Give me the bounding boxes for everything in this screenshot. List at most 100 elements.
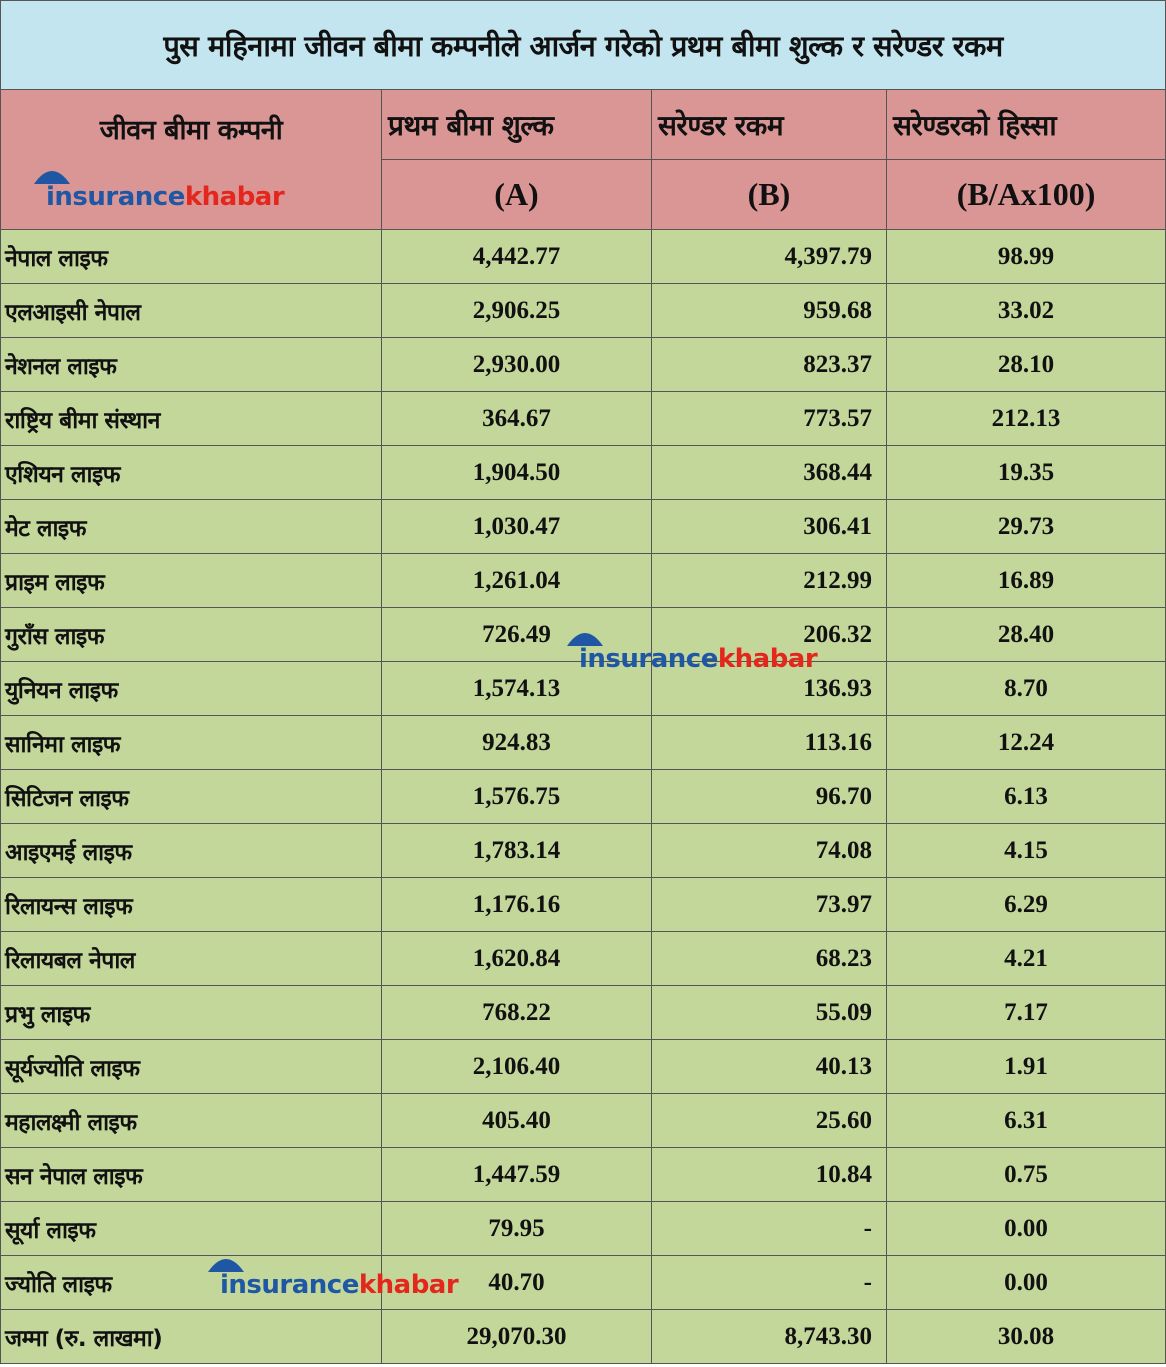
table-row: ज्योति लाइफ 40.70-0.00 <box>0 1255 1166 1310</box>
premium-cell: 768.22 <box>381 985 652 1040</box>
share-cell: 33.02 <box>885 283 1166 338</box>
table-row: प्रभु लाइफ 768.22 55.09 7.17 <box>0 985 1166 1040</box>
umbrella-icon <box>208 1259 244 1272</box>
surrender-cell: 212.99 <box>651 553 887 608</box>
table-row: रिलायन्स लाइफ 1,176.16 73.97 6.29 <box>0 877 1166 932</box>
table-row: युनियन लाइफ 1,574.13 136.93 8.70 <box>0 661 1166 716</box>
premium-cell: 1,261.04 <box>381 553 652 608</box>
surrender-cell: 73.97 <box>651 877 887 932</box>
share-cell: 19.35 <box>885 445 1166 500</box>
table-row: नेपाल लाइफ 4,442.77 4,397.79 98.99 <box>0 229 1166 284</box>
share-cell: 4.15 <box>885 823 1166 878</box>
header-share-sub: (B/Ax100) <box>885 159 1166 230</box>
company-cell: सूर्यज्योति लाइफ <box>0 1039 382 1094</box>
table-row: नेशनल लाइफ 2,930.00 823.37 28.10 <box>0 337 1166 392</box>
company-cell: युनियन लाइफ <box>0 661 382 716</box>
table-row: महालक्ष्मी लाइफ 405.40 25.60 6.31 <box>0 1093 1166 1148</box>
surrender-cell: 40.13 <box>651 1039 887 1094</box>
company-cell: मेट लाइफ <box>0 499 382 554</box>
header-premium: प्रथम बीमा शुल्क <box>381 89 652 160</box>
surrender-cell: 959.68 <box>651 283 887 338</box>
company-cell: राष्ट्रिय बीमा संस्थान <box>0 391 382 446</box>
umbrella-icon <box>34 171 70 184</box>
header-share: सरेण्डरको हिस्सा <box>885 89 1166 160</box>
logo-header: insurancekhabar <box>32 164 285 214</box>
logo-word-insurance: insurance <box>220 1270 359 1300</box>
company-cell: जम्मा (रु. लाखमा) <box>0 1309 382 1364</box>
logo-watermark-center: insurancekhabar <box>565 626 818 676</box>
premium-cell: 1,176.16 <box>381 877 652 932</box>
surrender-cell: 773.57 <box>651 391 887 446</box>
table-row: मेट लाइफ 1,030.47 306.41 29.73 <box>0 499 1166 554</box>
premium-cell: 2,930.00 <box>381 337 652 392</box>
table-row: एशियन लाइफ 1,904.50 368.44 19.35 <box>0 445 1166 500</box>
share-cell: 28.10 <box>885 337 1166 392</box>
share-cell: 16.89 <box>885 553 1166 608</box>
surrender-cell: 96.70 <box>651 769 887 824</box>
share-cell: 1.91 <box>885 1039 1166 1094</box>
table-row: सानिमा लाइफ 924.83 113.16 12.24 <box>0 715 1166 770</box>
company-cell: महालक्ष्मी लाइफ <box>0 1093 382 1148</box>
header-surrender-sub: (B) <box>651 159 887 230</box>
surrender-cell: 55.09 <box>651 985 887 1040</box>
header-company-label: जीवन बीमा कम्पनी <box>99 115 283 146</box>
surrender-cell: 206.32 <box>651 607 887 662</box>
company-cell: एलआइसी नेपाल <box>0 283 382 338</box>
company-cell: ज्योति लाइफ <box>0 1255 382 1310</box>
company-cell: नेपाल लाइफ <box>0 229 382 284</box>
surrender-cell: 68.23 <box>651 931 887 986</box>
company-cell: प्राइम लाइफ <box>0 553 382 608</box>
premium-cell: 364.67 <box>381 391 652 446</box>
premium-cell: 2,906.25 <box>381 283 652 338</box>
share-cell: 6.31 <box>885 1093 1166 1148</box>
header-company: जीवन बीमा कम्पनी <box>0 89 382 230</box>
surrender-cell: 74.08 <box>651 823 887 878</box>
umbrella-icon <box>567 633 603 646</box>
table-row: प्राइम लाइफ 1,261.04 212.99 16.89 <box>0 553 1166 608</box>
share-cell: 12.24 <box>885 715 1166 770</box>
premium-cell: 405.40 <box>381 1093 652 1148</box>
company-cell: सिटिजन लाइफ <box>0 769 382 824</box>
logo-word-khabar: khabar <box>358 1270 459 1300</box>
company-cell: गुराँस लाइफ <box>0 607 382 662</box>
premium-cell: 1,904.50 <box>381 445 652 500</box>
premium-cell: 40.70 <box>381 1255 652 1310</box>
table-row: रिलायबल नेपाल 1,620.84 68.23 4.21 <box>0 931 1166 986</box>
premium-cell: 1,620.84 <box>381 931 652 986</box>
company-cell: नेशनल लाइफ <box>0 337 382 392</box>
table-row: गुराँस लाइफ 726.49 206.32 28.40 <box>0 607 1166 662</box>
surrender-cell: 25.60 <box>651 1093 887 1148</box>
share-cell: 4.21 <box>885 931 1166 986</box>
logo-word-khabar: khabar <box>184 182 285 212</box>
share-cell: 7.17 <box>885 985 1166 1040</box>
table-row: सन नेपाल लाइफ 1,447.59 10.84 0.75 <box>0 1147 1166 1202</box>
premium-cell: 2,106.40 <box>381 1039 652 1094</box>
share-cell: 8.70 <box>885 661 1166 716</box>
surrender-cell: 8,743.30 <box>651 1309 887 1364</box>
share-cell: 6.13 <box>885 769 1166 824</box>
premium-cell: 1,030.47 <box>381 499 652 554</box>
premium-cell: 1,783.14 <box>381 823 652 878</box>
premium-cell: 924.83 <box>381 715 652 770</box>
company-cell: रिलायन्स लाइफ <box>0 877 382 932</box>
share-cell: 6.29 <box>885 877 1166 932</box>
logo-word-khabar: khabar <box>717 644 818 674</box>
surrender-cell: 368.44 <box>651 445 887 500</box>
company-cell: रिलायबल नेपाल <box>0 931 382 986</box>
share-cell: 0.00 <box>885 1255 1166 1310</box>
table-row: सिटिजन लाइफ 1,576.75 96.70 6.13 <box>0 769 1166 824</box>
share-cell: 98.99 <box>885 229 1166 284</box>
surrender-cell: 113.16 <box>651 715 887 770</box>
surrender-cell: 136.93 <box>651 661 887 716</box>
header-premium-sub: (A) <box>381 159 652 230</box>
premium-cell: 1,576.75 <box>381 769 652 824</box>
logo-word-insurance: insurance <box>579 644 718 674</box>
surrender-cell: 823.37 <box>651 337 887 392</box>
share-cell: 28.40 <box>885 607 1166 662</box>
surrender-cell: 306.41 <box>651 499 887 554</box>
table-row: सूर्या लाइफ 79.95-0.00 <box>0 1201 1166 1256</box>
company-cell: आइएमई लाइफ <box>0 823 382 878</box>
logo-watermark-bottom: insurancekhabar <box>206 1252 459 1302</box>
